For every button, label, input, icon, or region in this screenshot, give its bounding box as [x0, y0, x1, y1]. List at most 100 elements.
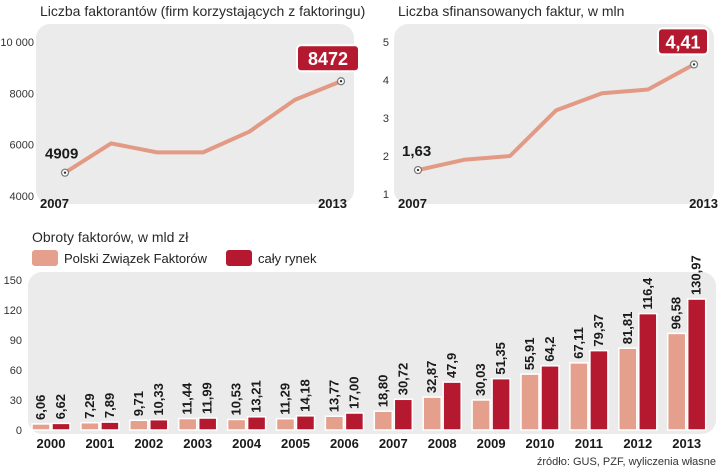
chart3-xtick: 2012 — [623, 436, 652, 451]
chart3-xtick: 2004 — [232, 436, 262, 451]
chart3-label-pzf: 9,71 — [131, 391, 146, 416]
chart3-xtick: 2006 — [330, 436, 359, 451]
chart2-point-dot — [692, 63, 696, 66]
chart3-bar-pzf — [471, 399, 491, 431]
chart3-label-pzf: 81,81 — [620, 312, 635, 345]
chart3-bar-market — [442, 381, 462, 431]
chart1-end-label: 8472 — [308, 49, 348, 69]
chart1-ytick: 4000 — [10, 191, 34, 203]
chart3-bar-market — [51, 422, 71, 431]
chart1-xlabel-end: 2013 — [318, 196, 347, 211]
legend-market-swatch — [226, 250, 252, 266]
chart2-series-line — [416, 62, 696, 173]
chart3-bar-pzf — [520, 373, 540, 431]
chart3-bar-pzf — [177, 417, 198, 431]
chart3-bar-market — [686, 298, 707, 431]
chart3-bar-market — [540, 365, 560, 431]
chart2-end-label: 4,41 — [665, 32, 700, 52]
source-note: źródło: GUS, PZF, wyliczenia własne — [536, 456, 716, 468]
chart3-label-market: 14,18 — [298, 379, 313, 412]
chart2-ytick: 4 — [383, 75, 389, 87]
chart3-label-pzf: 13,77 — [326, 380, 341, 413]
chart3-ytick: 0 — [16, 425, 22, 437]
chart3-xtick: 2003 — [183, 436, 212, 451]
chart3-bar-pzf — [80, 421, 100, 431]
chart3-label-market: 13,21 — [249, 380, 264, 413]
chart1-ytick: 10 000 — [0, 37, 34, 49]
chart2-title: Liczba sfinansowanych faktur, w mln — [398, 3, 625, 19]
chart3-xtick: 2002 — [134, 436, 163, 451]
chart3-xtick: 2011 — [575, 436, 603, 451]
chart3-label-pzf: 18,80 — [375, 375, 390, 408]
chart3-bar-pzf — [275, 417, 296, 431]
chart3-label-pzf: 55,91 — [522, 338, 537, 371]
chart1-title: Liczba faktorantów (firm korzystających … — [40, 3, 366, 19]
chart3-bar-market — [491, 377, 511, 431]
chart1-ytick: 8000 — [10, 88, 34, 100]
chart3-label-market: 116,4 — [640, 277, 655, 310]
chart1-start-label: 4909 — [45, 146, 78, 163]
chart3-bar-market — [589, 349, 609, 431]
chart3-label-market: 130,97 — [689, 255, 704, 295]
chart3-bar-pzf — [226, 418, 247, 431]
chart3-label-market: 51,35 — [493, 342, 508, 375]
chart3-bar-pzf — [422, 396, 442, 431]
chart3-label-market: 17,00 — [346, 376, 361, 409]
chart2-start-label: 1,63 — [402, 143, 431, 160]
chart3-label-pzf: 96,58 — [669, 297, 684, 330]
chart1-end-label-box — [296, 44, 360, 73]
chart3-label-market: 10,33 — [151, 383, 166, 416]
chart3-xtick: 2013 — [672, 436, 701, 451]
chart1-point-dot — [339, 80, 343, 83]
chart3-xtick: 2010 — [526, 436, 555, 451]
chart3-xtick: 2008 — [428, 436, 457, 451]
chart3-label-market: 7,89 — [102, 393, 117, 418]
chart3-bar-market — [149, 418, 169, 431]
legend-pzf: Polski Związek Faktorów — [32, 250, 207, 266]
chart3-ytick: 120 — [4, 305, 22, 317]
chart1-xlabel-start: 2007 — [40, 196, 69, 211]
chart3-xtick: 2001 — [85, 436, 114, 451]
chart3-bar-market — [246, 416, 267, 431]
chart2-ytick: 5 — [383, 37, 389, 49]
chart3-bar-market — [393, 398, 414, 431]
chart1-point-dot — [63, 171, 67, 174]
chart2-ytick: 1 — [383, 189, 389, 201]
chart3-label-pzf: 10,53 — [229, 383, 244, 416]
chart3-label-market: 6,62 — [53, 394, 68, 419]
chart2-xlabel-end: 2013 — [689, 196, 718, 211]
chart3-bar-pzf — [569, 362, 589, 431]
chart3-xtick: 2005 — [281, 436, 310, 451]
chart3-bar-market — [638, 312, 658, 431]
chart3-label-pzf: 7,29 — [82, 393, 97, 418]
chart3-bar-pzf — [373, 410, 394, 431]
chart3-bar-pzf — [129, 419, 149, 431]
chart3-bar-pzf — [31, 423, 51, 431]
chart3-label-pzf: 11,44 — [180, 382, 195, 415]
chart3-bar-market — [100, 421, 120, 431]
chart3-bar-pzf — [324, 415, 345, 431]
chart3-title: Obroty faktorów, w mld zł — [32, 229, 189, 245]
chart3-label-market: 30,72 — [395, 363, 410, 396]
chart2-ytick: 3 — [383, 113, 389, 125]
chart3-label-market: 11,99 — [200, 382, 215, 414]
chart3-xtick: 2009 — [477, 436, 506, 451]
chart3-label-pzf: 6,06 — [33, 395, 48, 420]
chart3-xtick: 2007 — [379, 436, 408, 451]
chart2-end-label-box — [657, 27, 709, 56]
legend-market: cały rynek — [226, 250, 317, 266]
chart3-bar-market — [197, 417, 218, 431]
legend-pzf-swatch — [32, 250, 58, 266]
chart3-xtick: 2000 — [37, 436, 66, 451]
chart3-label-market: 64,2 — [542, 336, 557, 361]
chart3-bar-pzf — [618, 347, 638, 431]
chart3-ytick: 150 — [4, 275, 22, 287]
chart3-label-market: 79,37 — [591, 314, 606, 347]
chart3-label-pzf: 32,87 — [424, 361, 439, 394]
chart1-series-line — [63, 79, 343, 175]
chart2-point-dot — [416, 168, 420, 172]
chart2-ytick: 2 — [383, 151, 389, 163]
